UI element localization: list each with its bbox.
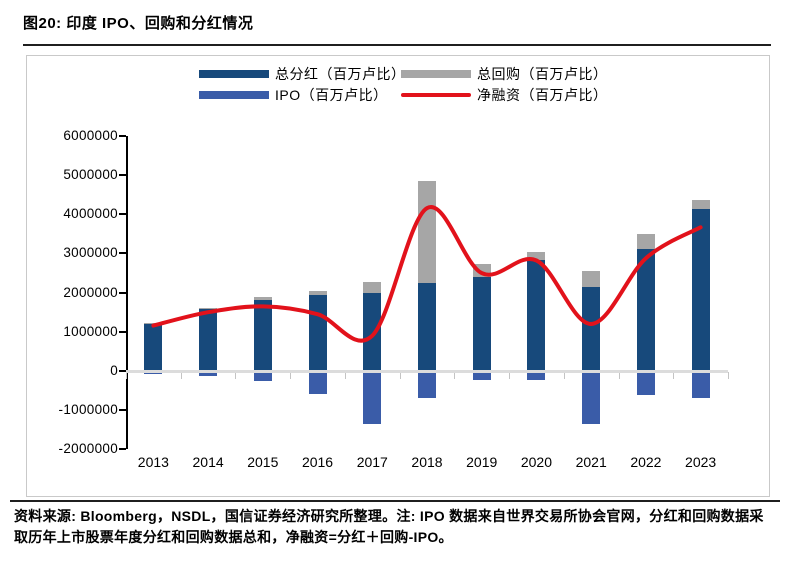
bar-dividend-2018 [417,283,436,371]
x-tick-label: 2020 [520,454,553,470]
y-tick-mark [119,252,126,255]
x-tick-label: 2014 [192,454,224,470]
x-tick-label: 2016 [301,454,334,470]
y-tick-label: 5000000 [63,167,118,183]
net-line-swatch-icon [401,93,471,97]
y-tick-label: 3000000 [63,245,118,261]
bar-ipo-2021 [582,371,601,424]
x-tick-mark [454,372,456,379]
y-tick-mark [119,291,126,294]
legend-item-buyback: 总回购（百万卢比） [401,66,608,82]
bar-ipo-2023 [691,371,710,399]
bar-dividend-2020 [527,259,546,371]
y-tick-mark [119,134,126,137]
bar-buyback-2013 [144,322,163,324]
x-tick-label: 2013 [137,454,169,470]
source-divider-rule [10,500,780,502]
bar-dividend-2022 [636,248,655,371]
legend-label-ipo: IPO（百万卢比） [275,87,388,103]
x-tick-mark [344,372,346,379]
bar-ipo-2014 [199,371,218,376]
legend-item-dividend: 总分红（百万卢比） [199,66,406,82]
bar-dividend-2017 [363,293,382,371]
x-tick-label: 2017 [356,454,388,470]
y-tick-label: 4000000 [63,206,118,222]
y-tick-label: 0 [110,363,118,378]
bar-buyback-2022 [636,234,655,249]
bar-ipo-2016 [308,371,327,395]
y-tick-label: -1000000 [58,402,118,418]
x-tick-label: 2022 [630,454,662,470]
x-tick-label: 2021 [575,454,607,470]
y-axis-line [126,135,128,450]
bar-buyback-2014 [199,307,218,309]
legend-item-net: 净融资（百万卢比） [401,87,608,103]
y-tick-mark [119,330,126,333]
bar-dividend-2015 [253,300,272,371]
y-tick-mark [119,370,126,372]
bar-ipo-2015 [253,371,272,381]
x-tick-mark [727,372,729,379]
net-financing-line [151,205,703,343]
bar-buyback-2018 [417,180,436,284]
x-tick-label: 2018 [411,454,443,470]
legend-label-net: 净融资（百万卢比） [477,87,608,103]
bar-ipo-2020 [527,371,546,380]
bar-buyback-2016 [308,291,327,296]
source-note: 资料来源: Bloomberg，NSDL，国信证券经济研究所整理。注: IPO … [14,508,764,545]
chart-panel: 总分红（百万卢比） 总回购（百万卢比） IPO（百万卢比） 净融资（百万卢比） … [26,55,770,497]
bar-dividend-2021 [582,287,601,371]
bar-buyback-2021 [582,271,601,288]
legend-label-buyback: 总回购（百万卢比） [477,66,608,82]
bar-ipo-2022 [636,371,655,395]
bar-ipo-2019 [472,371,491,380]
bar-ipo-2017 [363,371,382,425]
dividend-swatch-icon [199,70,269,78]
x-tick-mark [180,372,182,379]
y-tick-mark [119,213,126,216]
x-tick-mark [235,372,237,379]
ipo-swatch-icon [199,91,269,99]
bar-buyback-2017 [363,282,382,294]
bar-buyback-2015 [253,296,272,301]
y-tick-mark [119,174,126,177]
bar-dividend-2023 [691,209,710,371]
x-tick-mark [399,372,401,379]
bar-buyback-2019 [472,264,491,278]
title-divider-rule [23,44,771,46]
zero-gridline [126,370,728,373]
bar-buyback-2023 [691,199,710,210]
bar-dividend-2014 [199,308,218,371]
x-tick-mark [126,372,127,379]
x-tick-mark [290,372,292,379]
x-tick-mark [563,372,565,379]
x-tick-mark [509,372,511,379]
x-tick-mark [618,372,620,379]
bar-ipo-2018 [417,371,436,399]
bar-dividend-2016 [308,295,327,371]
y-tick-mark [119,409,126,412]
legend-item-ipo: IPO（百万卢比） [199,87,388,103]
bar-buyback-2020 [527,251,546,260]
y-tick-label: 2000000 [63,284,118,300]
buyback-swatch-icon [401,70,471,78]
x-tick-label: 2015 [247,454,279,470]
figure-title: 图20: 印度 IPO、回购和分红情况 [23,15,254,32]
bar-dividend-2019 [472,277,491,371]
y-tick-label: 1000000 [63,323,118,339]
legend-label-dividend: 总分红（百万卢比） [275,66,406,82]
x-tick-label: 2019 [466,454,498,470]
x-tick-mark [673,372,675,379]
y-tick-label: 6000000 [63,127,118,143]
y-tick-label: -2000000 [58,441,118,457]
bar-dividend-2013 [144,323,163,371]
y-tick-mark [119,448,126,451]
x-tick-label: 2023 [685,454,717,470]
